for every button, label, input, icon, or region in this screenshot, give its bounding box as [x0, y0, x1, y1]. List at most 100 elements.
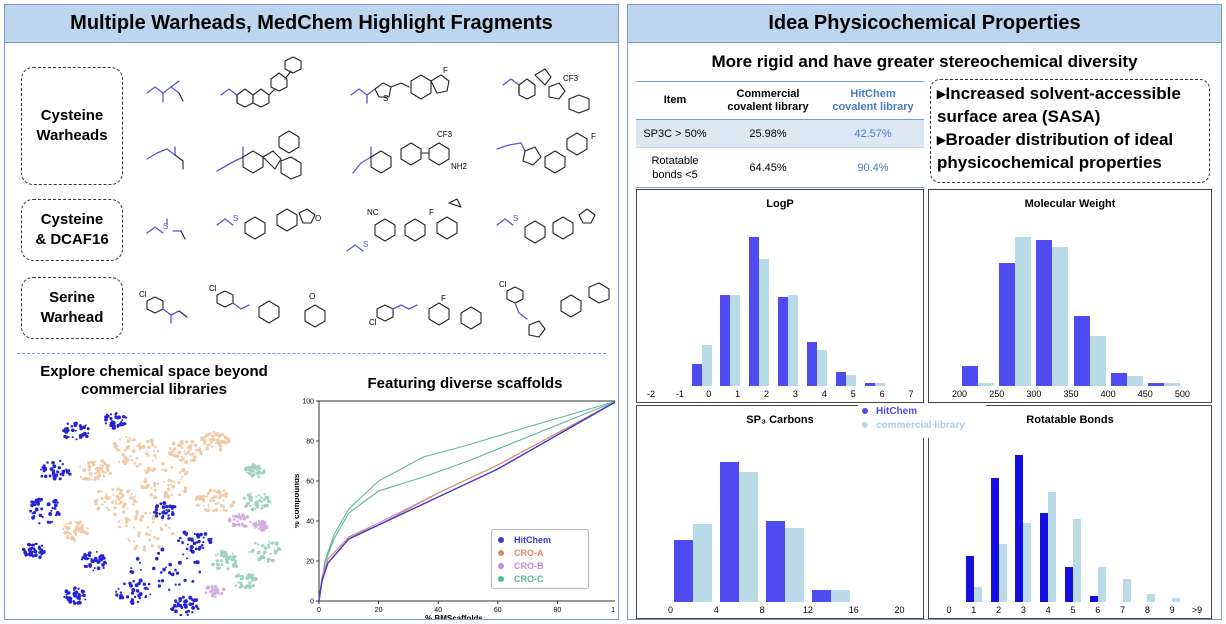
legend-item-hitchem: HitChem — [498, 533, 582, 546]
scatter-point — [82, 468, 87, 473]
scatter-point — [148, 468, 152, 472]
scatter-point — [217, 501, 220, 504]
scatter-point — [162, 514, 165, 518]
molecule-cyclopropyl-pyrimidinone: S NC F — [346, 198, 462, 252]
scatter-point — [126, 439, 131, 443]
scatter-point — [181, 595, 185, 599]
scatter-point — [61, 469, 64, 472]
scatter-point — [170, 494, 173, 497]
scatter-point — [155, 556, 159, 561]
scatter-point — [128, 437, 131, 440]
scatter-point — [135, 557, 140, 561]
scatter-point — [82, 431, 87, 436]
x-tick-label: 8 — [759, 605, 765, 615]
scatter-point — [216, 439, 220, 443]
scatter-point — [33, 549, 38, 554]
scatter-point — [179, 458, 183, 462]
scatter-point — [211, 434, 215, 438]
scatter-point — [129, 583, 133, 588]
molecule-thiazole: SF — [350, 66, 450, 104]
scatter-point — [207, 503, 210, 507]
scatter-point — [115, 593, 119, 597]
scatter-point — [99, 464, 102, 467]
scatter-point — [119, 594, 123, 597]
scatter-point — [179, 478, 182, 481]
hitchem-bar — [691, 363, 702, 386]
scatter-point — [263, 493, 266, 496]
scatter-point — [253, 523, 256, 527]
scatter-point — [257, 468, 260, 471]
scatter-point — [104, 463, 107, 466]
scatter-point — [135, 514, 138, 517]
legend-item-commercial: commercial library — [858, 418, 986, 432]
scatter-point — [94, 471, 98, 475]
scatter-point — [250, 573, 254, 577]
scatter-point — [56, 501, 59, 504]
chart-title: SP₃ Carbons — [746, 414, 814, 426]
scatter-point — [100, 490, 103, 493]
scatter-point — [77, 593, 81, 597]
explore-title: Explore chemical space beyond commercial… — [19, 363, 289, 399]
scatter-point — [145, 470, 149, 474]
scatter-point — [161, 462, 165, 466]
scatter-point — [218, 447, 223, 452]
scatter-point — [143, 469, 146, 472]
col-item: Item — [636, 81, 714, 120]
scatter-point — [84, 598, 87, 601]
scatter-point — [51, 520, 54, 523]
right-subheader: More rigid and have greater stereochemic… — [711, 52, 1138, 71]
scatter-point — [216, 553, 219, 556]
scatter-point — [242, 516, 247, 521]
scatter-point — [189, 446, 193, 450]
x-tick-label: 0 — [317, 607, 321, 614]
scatter-point — [153, 453, 157, 458]
commercial-bar — [1172, 597, 1181, 602]
scatter-point — [160, 547, 165, 552]
scatter-point — [188, 449, 191, 452]
commercial-bar — [1126, 376, 1143, 386]
scatter-point — [106, 506, 109, 509]
scatter-point — [84, 424, 87, 427]
scatter-point — [236, 520, 239, 523]
scatter-point — [217, 591, 220, 595]
scatter-point — [98, 557, 102, 561]
scatter-point — [128, 489, 131, 492]
scatter-point — [175, 605, 178, 608]
scatter-point — [126, 507, 129, 510]
scatter-point — [169, 452, 173, 457]
scatter-point — [257, 475, 261, 478]
scatter-point — [178, 583, 181, 586]
cell-item-line: Rotatable — [651, 154, 699, 167]
scatter-point — [146, 588, 149, 590]
legend-label: CRO-B — [514, 560, 544, 571]
scatter-point — [213, 508, 216, 512]
scatter-point — [147, 582, 151, 586]
scatter-point — [179, 445, 182, 448]
scatter-point — [178, 471, 182, 474]
scatter-point — [73, 421, 77, 426]
scatter-point — [100, 459, 104, 463]
scatter-point — [167, 478, 171, 483]
scatter-point — [46, 461, 49, 464]
chemical-space-scatter — [21, 412, 282, 616]
scatter-point — [30, 500, 34, 504]
scatter-point — [53, 503, 58, 508]
scatter-point — [234, 584, 237, 587]
legend-label: HitChem — [876, 405, 918, 417]
scatter-point — [128, 496, 132, 500]
scatter-point — [248, 504, 251, 508]
scatter-point — [130, 492, 133, 495]
scatter-point — [211, 562, 215, 567]
scatter-point — [220, 439, 224, 443]
scatter-point — [98, 566, 100, 569]
scatter-point — [234, 564, 239, 568]
legend-dot — [498, 549, 504, 556]
scatter-point — [135, 544, 139, 548]
scatter-point — [137, 533, 141, 537]
scatter-point — [187, 609, 191, 613]
scatter-point — [194, 541, 197, 544]
scatter-point — [128, 539, 131, 542]
x-tick-label: -2 — [646, 389, 656, 399]
scatter-point — [190, 549, 195, 554]
scatter-point — [153, 535, 157, 539]
